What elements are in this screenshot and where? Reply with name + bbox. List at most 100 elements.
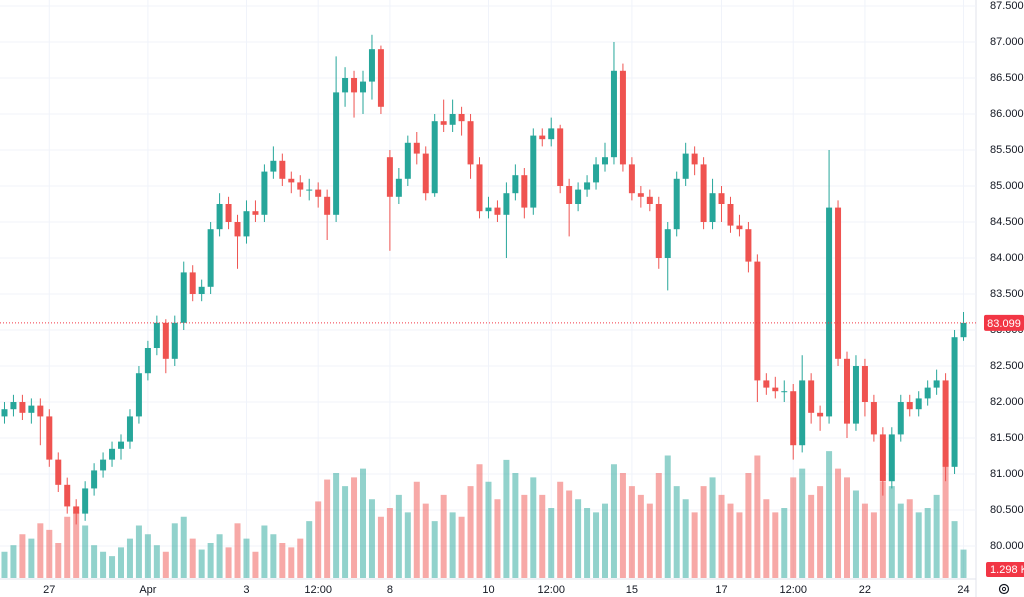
volume-bar <box>844 477 850 578</box>
y-tick-label: 83.500 <box>990 288 1024 300</box>
volume-bar <box>808 494 815 578</box>
volume-bar <box>682 499 689 578</box>
volume-bar <box>377 516 384 578</box>
volume-bar <box>512 473 519 578</box>
volume-bar <box>691 512 698 578</box>
volume-bar <box>19 534 26 578</box>
candle-body <box>395 178 402 197</box>
candle-body <box>476 164 483 212</box>
y-tick-label: 84.000 <box>990 252 1024 264</box>
candle-body <box>557 128 564 186</box>
volume-bar <box>126 538 133 578</box>
x-tick-label: 24 <box>957 584 969 596</box>
candle-body <box>700 164 707 222</box>
candle-body <box>655 203 662 259</box>
candle-body <box>135 373 142 417</box>
y-tick-label: 86.000 <box>990 108 1024 120</box>
volume-bar <box>548 508 555 578</box>
candle-body <box>826 207 833 417</box>
candle-body <box>261 171 268 215</box>
settings-icon[interactable] <box>998 583 1010 595</box>
x-tick-label: Apr <box>139 584 156 596</box>
candle-body <box>852 366 859 424</box>
candle-body <box>960 322 967 338</box>
candle-body <box>879 434 886 482</box>
y-tick-label: 87.000 <box>990 36 1024 48</box>
volume-bar <box>279 543 286 578</box>
volume-bar <box>619 473 626 578</box>
candle-body <box>315 189 322 197</box>
candle-body <box>1 409 8 417</box>
volume-bar <box>915 512 922 578</box>
x-tick-label: 22 <box>859 584 871 596</box>
candle-body <box>153 322 160 349</box>
candle-body <box>844 358 850 424</box>
y-tick-label: 82.000 <box>990 396 1024 408</box>
candle-body <box>449 113 456 125</box>
volume-bar <box>440 494 447 578</box>
candle-body <box>100 459 107 471</box>
candle-body <box>682 153 689 179</box>
candle-body <box>772 387 779 392</box>
volume-bar <box>55 543 62 578</box>
volume-bar <box>64 516 71 578</box>
candle-body <box>189 272 196 295</box>
volume-bar <box>530 477 537 578</box>
candles <box>1 34 967 525</box>
candle-body <box>234 221 241 237</box>
candle-body <box>225 203 232 222</box>
volume-bar <box>10 545 17 578</box>
volume-bar <box>46 529 53 578</box>
volume-bar <box>458 516 465 578</box>
volume-bar <box>826 451 833 578</box>
y-tick-label: 80.500 <box>990 504 1024 516</box>
candle-body <box>216 203 223 230</box>
y-tick-label: 86.500 <box>990 72 1024 84</box>
candle-body <box>64 484 71 507</box>
volume-bar <box>709 477 716 578</box>
volume-bar <box>91 545 98 578</box>
candle-body <box>870 402 877 435</box>
candle-body <box>109 448 116 460</box>
volume-bar <box>593 512 600 578</box>
x-tick-label: 15 <box>626 584 638 596</box>
volume-bar <box>727 503 734 578</box>
volume-bar <box>888 486 895 578</box>
candle-body <box>754 261 761 381</box>
x-tick-label: 8 <box>387 584 393 596</box>
candle-body <box>440 121 447 125</box>
candle-body <box>467 121 474 165</box>
volume-bar <box>566 490 573 578</box>
volume-bar <box>557 481 564 578</box>
candle-body <box>808 380 815 413</box>
candle-body <box>243 211 250 237</box>
candle-body <box>288 178 295 183</box>
y-tick-label: 82.500 <box>990 360 1024 372</box>
candle-body <box>333 92 340 215</box>
last-volume-label: 1.298 K <box>990 564 1024 576</box>
volume-bar <box>333 473 340 578</box>
candle-body <box>709 193 716 222</box>
candle-body <box>207 229 214 287</box>
candle-body <box>646 196 653 204</box>
candle-body <box>180 272 187 323</box>
candle-body <box>664 229 671 259</box>
candle-body <box>933 380 940 388</box>
candle-body <box>610 70 617 158</box>
volume-bar <box>584 508 591 578</box>
volume-bar <box>763 499 770 578</box>
candle-body <box>602 157 608 165</box>
candle-body <box>503 193 510 215</box>
volume-bar <box>413 481 420 578</box>
volume-bar <box>144 534 151 578</box>
volume-bar <box>198 549 205 578</box>
candle-body <box>368 49 375 82</box>
candle-body <box>512 175 519 194</box>
candle-body <box>279 160 286 179</box>
volume-bar <box>395 494 402 578</box>
volume-bar <box>906 499 913 578</box>
candle-body <box>162 322 169 359</box>
last-volume-badge <box>986 562 1024 577</box>
volume-bar <box>494 499 501 578</box>
candle-body <box>637 193 644 197</box>
